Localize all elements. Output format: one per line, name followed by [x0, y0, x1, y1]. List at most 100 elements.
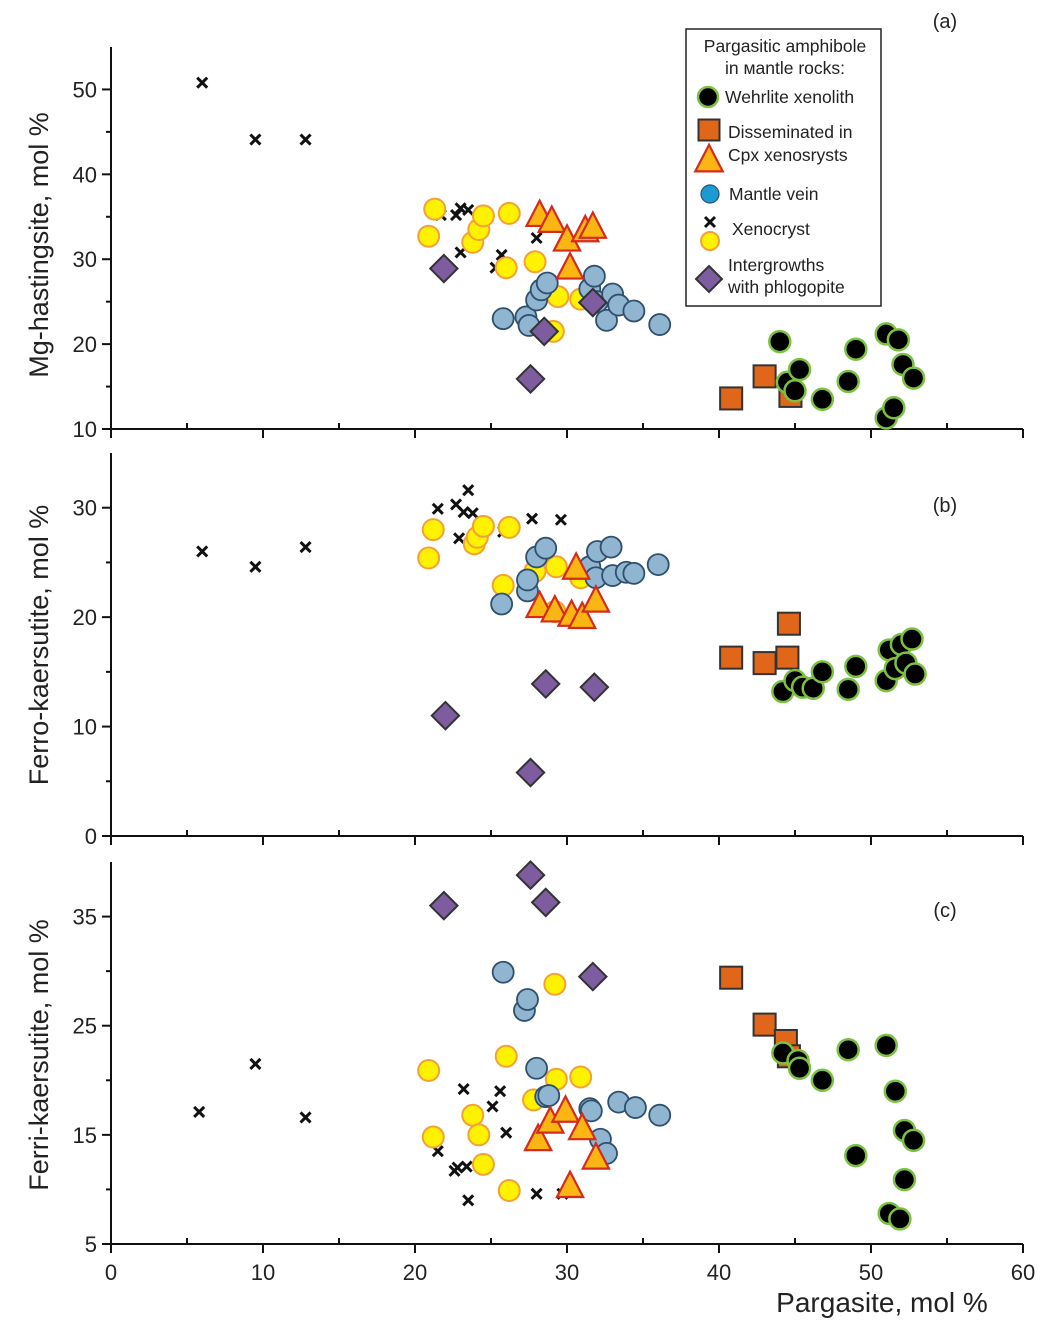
point-wehrlite [888, 1207, 912, 1231]
point-xenocryst [299, 541, 312, 554]
point-xeno-circle [471, 204, 495, 228]
point-diss-square [752, 651, 777, 676]
y-tick-label: 20 [73, 332, 97, 357]
point-diss-triangle [577, 210, 608, 239]
point-xenocryst [299, 133, 312, 146]
point-diss-square [719, 965, 744, 990]
point-xenocryst [530, 1187, 543, 1200]
point-vein [534, 536, 558, 560]
point-wehrlite [836, 369, 860, 394]
point-xeno-circle [543, 972, 567, 996]
point-xenocryst [554, 513, 567, 526]
y-tick-label: 10 [73, 417, 97, 442]
point-diss-triangle [539, 593, 570, 623]
x-tick-label: 30 [555, 1260, 579, 1285]
point-wehrlite [900, 627, 924, 651]
point-diss-square [775, 645, 800, 670]
point-wehrlite [768, 329, 792, 354]
legend-label-xenocryst: Xenocryst [732, 219, 810, 239]
x-axis-title: Pargasite, mol % [776, 1287, 988, 1318]
point-vein [490, 592, 514, 616]
point-wehrlite [810, 387, 835, 412]
point-vein [648, 1103, 672, 1127]
point-xeno-circle [421, 518, 445, 542]
point-xeno-circle [461, 1103, 485, 1127]
point-xenocryst [462, 203, 475, 217]
point-wehrlite [783, 379, 807, 403]
point-xenocryst [193, 1105, 206, 1119]
y-tick-label: 25 [73, 1014, 97, 1039]
point-vein [582, 264, 606, 288]
point-xeno-circle [467, 1123, 491, 1147]
y-tick-label: 35 [73, 905, 97, 930]
point-xenocryst [462, 484, 475, 497]
point-wehrlite [810, 660, 835, 684]
point-xenocryst [249, 1057, 262, 1070]
legend-title-line1: Pargasitic amphibole [704, 36, 866, 56]
point-xenocryst [457, 1082, 470, 1096]
point-phlog [428, 890, 459, 921]
point-xenocryst [486, 1100, 499, 1113]
panel-c-axes: 0 10 20 30 40 50 60 5 15 25 35 [73, 862, 1035, 1285]
point-xeno-circle [544, 555, 568, 579]
panel-a-marks [196, 76, 926, 430]
point-phlog [577, 961, 608, 992]
point-vein [579, 1099, 603, 1123]
point-xenocryst [196, 545, 209, 558]
point-diss-triangle [580, 583, 611, 613]
point-wehrlite [903, 662, 927, 686]
point-vein [648, 313, 672, 336]
point-diss-triangle [555, 1169, 585, 1199]
point-vein [491, 960, 515, 984]
point-diss-square [776, 611, 801, 636]
y-tick-label: 20 [73, 605, 97, 630]
panel-b-ylabel: Ferro-kaersutite, mol % [24, 505, 54, 786]
point-wehrlite [810, 1068, 835, 1093]
point-xenocryst [299, 1111, 312, 1124]
point-xenocryst [462, 1194, 475, 1207]
point-wehrlite [787, 1056, 812, 1081]
point-xenocryst [530, 231, 543, 245]
point-diss-square [752, 364, 777, 389]
point-xeno-circle [497, 201, 521, 225]
panel-c-marks [193, 860, 926, 1231]
point-phlog [577, 287, 608, 318]
point-xeno-circle [497, 1179, 521, 1203]
y-tick-label: 0 [85, 824, 97, 849]
legend-symbol-wehrlite [696, 85, 720, 109]
point-phlog [529, 316, 560, 347]
point-xeno-circle [421, 1125, 445, 1149]
legend-label-mantle-vein: Mantle vein [729, 184, 819, 204]
point-diss-triangle [567, 1111, 598, 1141]
x-tick-label: 10 [251, 1260, 275, 1285]
point-vein [525, 1056, 548, 1080]
x-tick-label: 50 [859, 1260, 883, 1285]
point-xenocryst [249, 133, 262, 146]
panel-a-label: (a) [933, 11, 957, 33]
point-xenocryst [494, 1085, 507, 1098]
legend-label-wehrlite: Wehrlite xenolith [725, 87, 854, 107]
point-vein [622, 299, 646, 323]
point-xenocryst [525, 512, 539, 525]
point-diss-triangle [550, 1093, 581, 1123]
point-phlog [515, 757, 546, 788]
y-tick-label: 40 [73, 162, 97, 187]
point-diss-triangle [536, 204, 567, 233]
panel-c-label: (c) [933, 900, 956, 922]
point-xenocryst [249, 560, 262, 573]
point-xenocryst [460, 1160, 473, 1173]
point-diss-square [719, 645, 744, 670]
point-diss-square [719, 386, 744, 411]
point-xeno-circle [417, 1058, 441, 1082]
panel-b-axes: 0 10 20 30 [73, 453, 1024, 849]
point-xeno-circle [423, 197, 447, 221]
panel-c: Ferri-kaersutite, mol % (c) Pargasite, m… [24, 860, 1035, 1318]
point-xenocryst [453, 532, 466, 545]
point-xenocryst [457, 506, 470, 519]
point-xenocryst [451, 1161, 464, 1174]
point-xenocryst [500, 1126, 513, 1139]
point-diss-triangle [561, 551, 592, 580]
point-wehrlite [882, 396, 906, 420]
panel-a-axes: 10 20 30 40 50 [73, 47, 1024, 442]
